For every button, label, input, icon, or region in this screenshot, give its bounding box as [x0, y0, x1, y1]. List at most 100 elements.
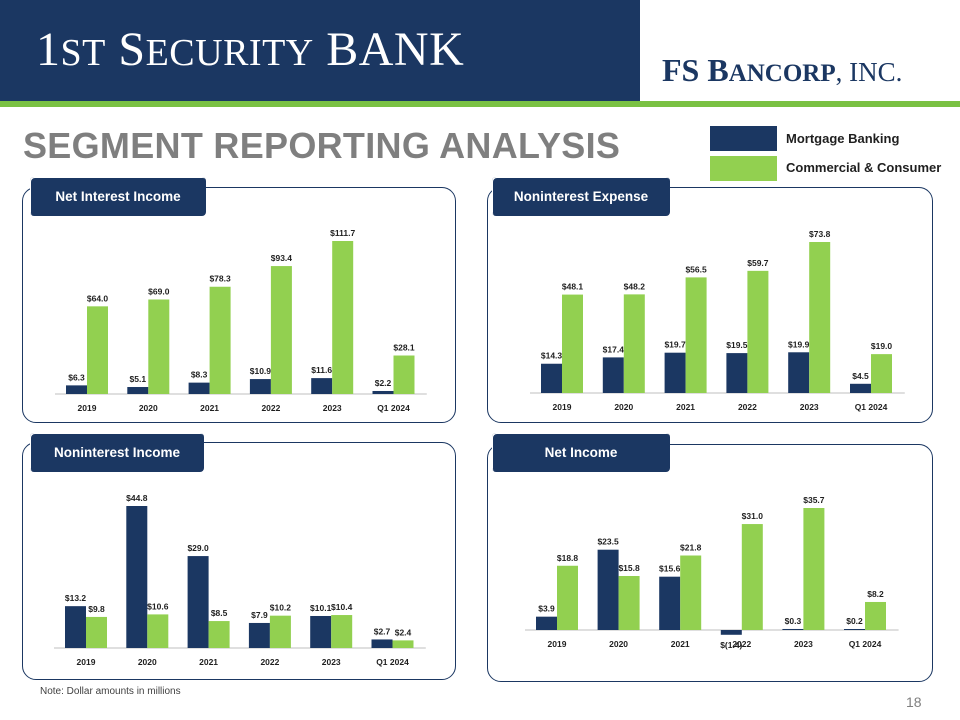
data-label-mortgage-2019: $13.2 [65, 593, 87, 603]
panel-tab-net-income: Net Income [492, 433, 670, 472]
bar-mortgage-2021 [659, 576, 681, 630]
bar-mortgage-2020 [126, 506, 148, 648]
data-label-commercial-2023: $35.7 [803, 495, 825, 505]
x-tick-label-2023: 2023 [800, 402, 819, 412]
bar-commercial-2023 [809, 242, 831, 393]
bar-mortgage-2023 [788, 352, 810, 393]
x-tick-label-2019: 2019 [78, 403, 97, 413]
bar-mortgage-2021 [664, 352, 686, 393]
data-label-mortgage-2022: $7.9 [251, 610, 268, 620]
data-label-commercial-2022: $10.2 [270, 603, 292, 613]
bar-commercial-2022 [747, 270, 769, 393]
bar-commercial-2022 [269, 615, 291, 648]
chart-net-income: $3.9 $18.8 2019 $23.5 $15.8 2020 $15.6 $21.8 202… [525, 495, 899, 650]
x-tick-label-2020: 2020 [614, 402, 633, 412]
panel-tab-net-interest-income: Net Interest Income [30, 177, 206, 216]
data-label-mortgage-2021: $15.6 [659, 564, 681, 574]
legend-label-commercial: Commercial & Consumer [786, 160, 942, 175]
bar-commercial-2020 [147, 614, 169, 648]
data-label-mortgage-2019: $3.9 [538, 604, 555, 614]
data-label-commercial-2022: $31.0 [742, 511, 764, 521]
bar-commercial-2021 [209, 286, 231, 394]
data-label-commercial-2023: $10.4 [331, 602, 353, 612]
bar-mortgage-2019 [536, 616, 557, 630]
legend-label-mortgage: Mortgage Banking [786, 131, 900, 146]
x-tick-label-2022: 2022 [738, 402, 757, 412]
bank-logo: 1ST SECURITY BANK [36, 23, 465, 76]
data-label-mortgage-2022: $(1.4) [720, 640, 742, 650]
x-tick-label-2020: 2020 [609, 639, 628, 649]
bar-mortgage-2020 [597, 549, 619, 630]
x-tick-label-2023: 2023 [794, 639, 813, 649]
bar-commercial-2023 [332, 241, 354, 394]
bar-mortgage-2023 [310, 615, 332, 648]
bar-mortgage-2022 [720, 630, 742, 635]
bar-commercial-2021 [680, 555, 702, 630]
x-tick-label-2020: 2020 [138, 657, 157, 667]
chart-net-interest-income: $6.3 $64.0 2019 $5.1 $69.0 2020 $8.3 $78.3 2021 $… [55, 228, 427, 413]
bar-mortgage-q1-2024 [844, 629, 865, 630]
bar-mortgage-2020 [127, 387, 149, 394]
bar-mortgage-2022 [726, 353, 748, 393]
legend-swatch-commercial [710, 156, 777, 181]
bar-mortgage-2023 [311, 378, 333, 394]
header-banner-right [640, 0, 960, 101]
x-tick-label-2021: 2021 [676, 402, 695, 412]
bar-mortgage-2022 [249, 379, 271, 394]
data-label-mortgage-2019: $6.3 [68, 372, 85, 382]
data-label-mortgage-q1-2024: $2.7 [374, 626, 391, 636]
bar-mortgage-2020 [602, 357, 624, 393]
data-label-mortgage-2020: $5.1 [130, 374, 147, 384]
data-label-commercial-q1-2024: $19.0 [871, 341, 893, 351]
x-tick-label-q1-2024: Q1 2024 [377, 403, 410, 413]
bar-commercial-2019 [87, 306, 108, 394]
data-label-mortgage-2020: $17.4 [603, 344, 625, 354]
data-label-commercial-2021: $8.5 [211, 608, 228, 618]
bar-commercial-2020 [148, 299, 170, 394]
data-label-commercial-2022: $59.7 [747, 258, 769, 268]
bancorp-logo: FS BANCORP, INC. [662, 52, 903, 88]
data-label-mortgage-2019: $14.3 [541, 351, 563, 361]
x-tick-label-2021: 2021 [671, 639, 690, 649]
x-tick-label-2022: 2022 [261, 403, 280, 413]
data-label-commercial-q1-2024: $2.4 [395, 627, 412, 637]
bar-commercial-q1-2024 [871, 354, 892, 393]
x-tick-label-2019: 2019 [553, 402, 572, 412]
x-tick-label-q1-2024: Q1 2024 [849, 639, 882, 649]
data-label-commercial-2021: $21.8 [680, 543, 702, 553]
bar-commercial-2022 [270, 266, 292, 394]
data-label-mortgage-2020: $44.8 [126, 493, 148, 503]
bar-commercial-2021 [685, 277, 707, 393]
footnote: Note: Dollar amounts in millions [40, 686, 181, 697]
x-tick-label-q1-2024: Q1 2024 [376, 657, 409, 667]
bar-commercial-2022 [741, 524, 763, 630]
x-tick-label-2019: 2019 [77, 657, 96, 667]
panel-tab-noninterest-income: Noninterest Income [30, 433, 204, 472]
x-tick-label-2021: 2021 [199, 657, 218, 667]
x-tick-label-2019: 2019 [548, 639, 567, 649]
bar-commercial-2023 [331, 615, 353, 648]
data-label-commercial-2021: $56.5 [685, 264, 707, 274]
chart-noninterest-income: $13.2$9.8 2019 $44.8 $10.6 2020 $29.0 $8.5 2021… [54, 493, 426, 667]
bar-mortgage-q1-2024 [850, 383, 871, 393]
header-banner [0, 0, 640, 101]
bar-mortgage-2021 [188, 382, 210, 394]
x-tick-label-2021: 2021 [200, 403, 219, 413]
bar-commercial-2020 [623, 294, 645, 393]
chart-noninterest-expense: $14.3 $48.1 2019 $17.4 $48.2 2020 $19.7 $56.5 20… [530, 229, 905, 412]
data-label-mortgage-2023: $11.6 [311, 365, 332, 375]
data-label-commercial-2022: $93.4 [271, 253, 293, 263]
data-label-mortgage-2023: $19.9 [788, 339, 810, 349]
panel-net-income [487, 444, 933, 682]
bar-commercial-q1-2024 [392, 640, 414, 648]
x-tick-label-2023: 2023 [323, 403, 342, 413]
data-label-mortgage-2022: $10.9 [250, 366, 272, 376]
data-label-commercial-2020: $10.6 [147, 601, 169, 611]
page-title: SEGMENT REPORTING ANALYSIS [23, 125, 621, 166]
data-label-commercial-2019: $18.8 [557, 553, 579, 563]
data-label-commercial-q1-2024: $28.1 [393, 343, 415, 353]
x-tick-label-2020: 2020 [139, 403, 158, 413]
panel-tab-noninterest-expense: Noninterest Expense [492, 177, 670, 216]
bar-mortgage-2021 [187, 556, 209, 648]
bar-commercial-2023 [803, 508, 825, 630]
